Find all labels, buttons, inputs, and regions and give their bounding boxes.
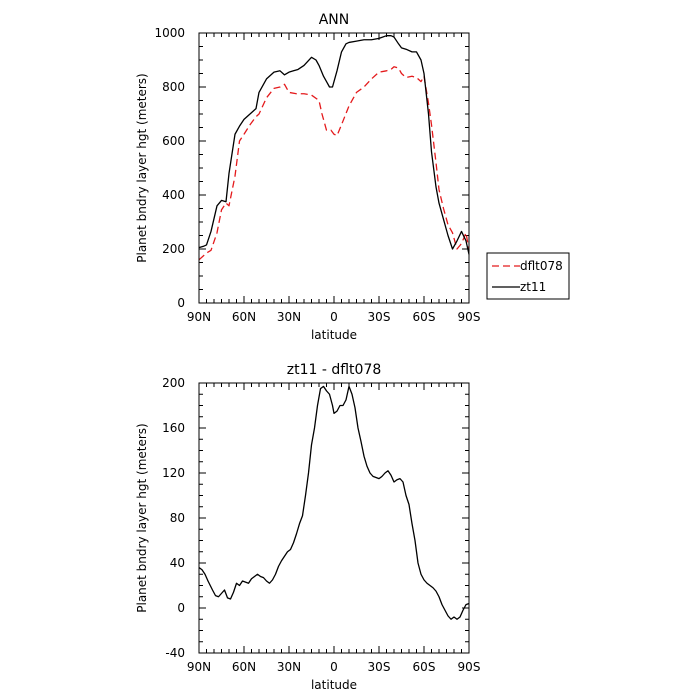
y-tick-label: 200: [162, 376, 185, 390]
y-tick-label: 200: [162, 242, 185, 256]
y-tick-label: 800: [162, 80, 185, 94]
y-tick-label: 160: [162, 421, 185, 435]
plot-frame: [198, 382, 470, 654]
y-axis-label: Planet bndry layer hgt (meters): [135, 423, 149, 613]
plot-frame: [198, 32, 470, 304]
legend-label-zt11: zt11: [520, 280, 546, 294]
y-tick-label: 1000: [154, 26, 185, 40]
y-axis-label: Planet bndry layer hgt (meters): [135, 73, 149, 263]
chart-title: zt11 - dflt078: [287, 362, 382, 378]
x-axis-label: latitude: [311, 678, 357, 692]
x-tick-label: 90S: [458, 310, 481, 324]
y-tick-label: 0: [177, 601, 185, 615]
y-tick-label: 80: [170, 511, 185, 525]
x-tick-label: 60N: [232, 310, 256, 324]
legend-box: [486, 252, 570, 300]
bottom-chart-panel: zt11 - dflt078 90N 60N 30N 0 30S 60S 90S -40 0 40 8…: [135, 362, 480, 692]
x-tick-label: 60S: [413, 660, 436, 674]
y-tick-label: 40: [170, 556, 185, 570]
x-tick-label: 60S: [413, 310, 436, 324]
x-tick-label: 30S: [368, 660, 391, 674]
x-tick-label: 60N: [232, 660, 256, 674]
series-line-zt11: [198, 35, 470, 255]
x-tick-label: 0: [330, 660, 338, 674]
series-line-diff: [198, 385, 470, 620]
y-tick-label: -40: [165, 646, 185, 660]
x-tick-label: 90N: [187, 310, 211, 324]
legend: dflt078 zt11: [486, 252, 570, 300]
x-tick-label: 0: [330, 310, 338, 324]
x-tick-label: 30N: [277, 660, 301, 674]
chart-title: ANN: [319, 12, 350, 28]
y-tick-label: 0: [177, 296, 185, 310]
y-tick-label: 120: [162, 466, 185, 480]
x-tick-label: 90S: [458, 660, 481, 674]
y-tick-label: 600: [162, 134, 185, 148]
y-tick-label: 400: [162, 188, 185, 202]
x-tick-label: 90N: [187, 660, 211, 674]
series-line-dflt078: [198, 66, 470, 261]
top-chart-panel: ANN 90N 60N 30N 0 30S 60S 90S 0 200 400 600 800 1000 l…: [135, 12, 570, 342]
x-axis-label: latitude: [311, 328, 357, 342]
legend-label-dflt078: dflt078: [520, 259, 563, 273]
x-tick-label: 30S: [368, 310, 391, 324]
x-tick-label: 30N: [277, 310, 301, 324]
